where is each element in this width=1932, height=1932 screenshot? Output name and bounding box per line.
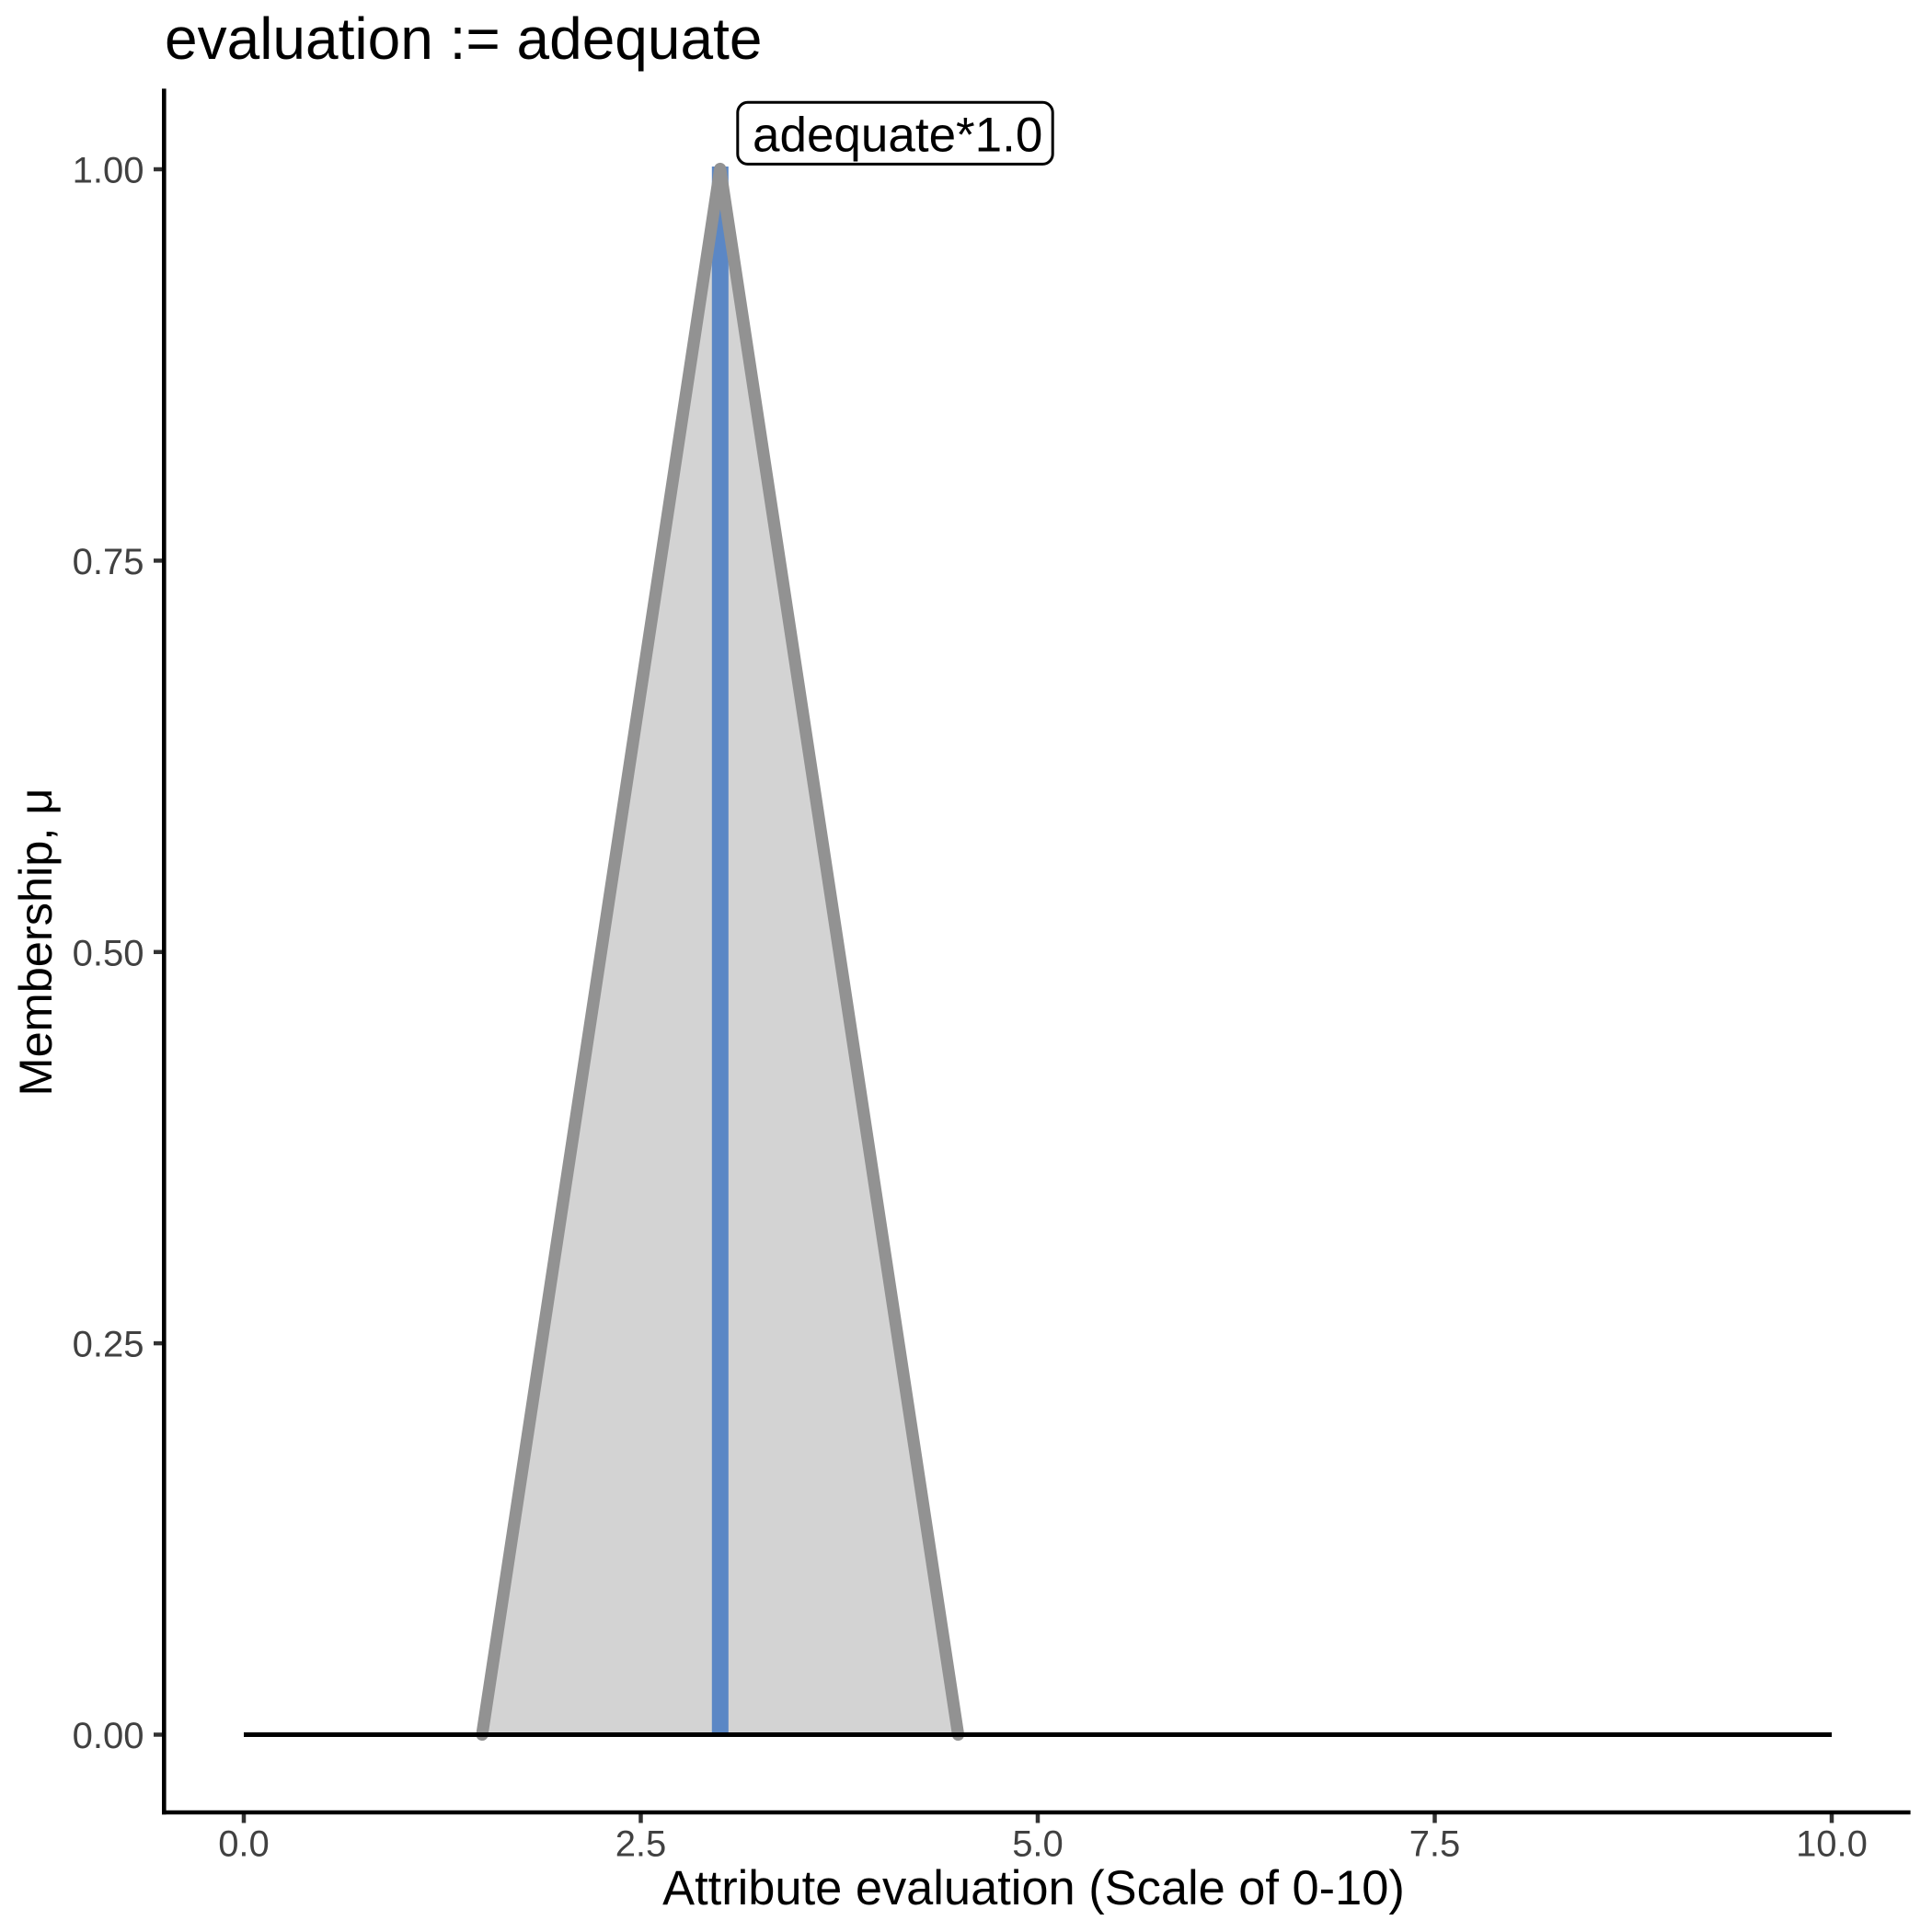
svg-text:2.5: 2.5 — [615, 1824, 667, 1865]
svg-text:adequate*1.0: adequate*1.0 — [753, 109, 1042, 163]
svg-text:Membership, μ: Membership, μ — [9, 788, 62, 1096]
svg-text:0.0: 0.0 — [218, 1824, 270, 1865]
svg-text:10.0: 10.0 — [1796, 1824, 1868, 1865]
svg-text:5.0: 5.0 — [1012, 1824, 1064, 1865]
svg-text:7.5: 7.5 — [1409, 1824, 1461, 1865]
svg-text:0.50: 0.50 — [73, 933, 144, 973]
svg-text:0.75: 0.75 — [73, 542, 144, 582]
svg-text:1.00: 1.00 — [73, 151, 144, 191]
svg-text:Attribute evaluation (Scale of: Attribute evaluation (Scale of 0-10) — [662, 1862, 1405, 1915]
svg-text:evaluation := adequate: evaluation := adequate — [165, 6, 762, 72]
svg-text:0.00: 0.00 — [73, 1716, 144, 1756]
svg-text:0.25: 0.25 — [73, 1325, 144, 1365]
